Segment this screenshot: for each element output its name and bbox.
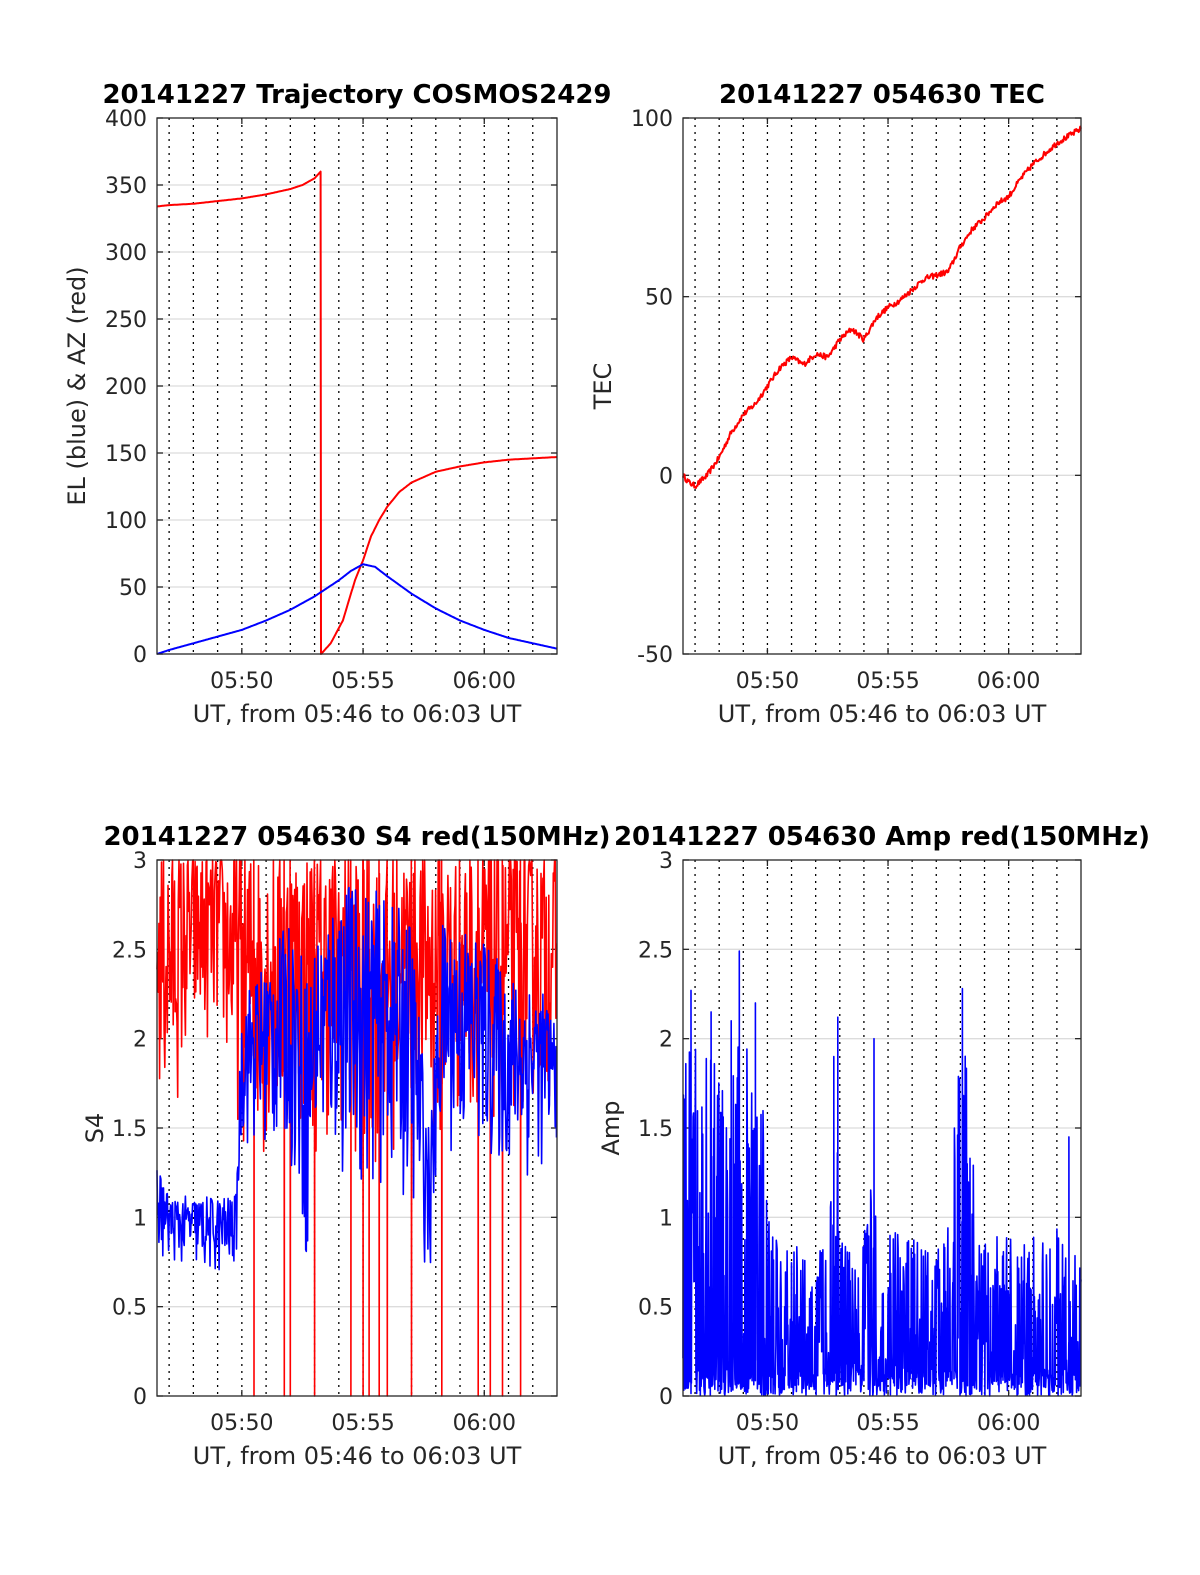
x-tick-label: 06:00 [977,669,1040,694]
amp-axes-frame [682,859,1082,1397]
s4-plot-area: 0 0.5 1 1.5 2 2.5 3 05:50 05:55 06:00 [112,849,558,1436]
y-tick-label: 1 [659,1206,673,1231]
y-tick-label: -50 [637,643,673,668]
s4-axes-frame [156,859,558,1397]
panel-s4: 20141227 054630 S4 red(150MHz) S4 UT, fr… [81,822,611,1470]
tec-plot-area: -50 0 50 100 05:50 05:55 06:00 [631,107,1082,694]
tec-ylabel: TEC [589,363,617,411]
y-tick-label: 3 [659,849,673,874]
amp-ylabel: Amp [597,1100,625,1155]
y-tick-label: 0 [659,1385,673,1410]
tec-axes-frame [682,117,1082,655]
y-tick-label: 300 [105,241,147,266]
y-tick-label: 200 [105,375,147,400]
amp-series-group [682,950,1082,1397]
panel-trajectory: 20141227 Trajectory COSMOS2429 EL (blue)… [63,80,612,728]
s4-title: 20141227 054630 S4 red(150MHz) [103,822,610,852]
amp-series-0 [682,950,1082,1397]
y-tick-label: 400 [105,107,147,132]
amp-title: 20141227 054630 Amp red(150MHz) [614,822,1150,852]
y-tick-label: 3 [133,849,147,874]
x-tick-label: 06:00 [977,1411,1040,1436]
tec-series-0 [682,125,1082,489]
x-tick-label: 05:55 [856,1411,919,1436]
y-tick-label: 1 [133,1206,147,1231]
y-tick-label: 1.5 [638,1117,673,1142]
y-tick-label: 0.5 [638,1296,673,1321]
trajectory-title: 20141227 Trajectory COSMOS2429 [102,80,611,110]
trajectory-plot-area: 0 50 100 150 200 250 300 350 400 05:50 05:55 06:00 [105,107,558,694]
y-tick-label: 1.5 [112,1117,147,1142]
y-tick-label: 350 [105,174,147,199]
trajectory-grid: 0 50 100 150 200 250 300 350 400 05:50 05:55 06:00 [105,107,557,694]
amp-plot-area: 0 0.5 1 1.5 2 2.5 3 05:50 05:55 06:00 [638,849,1082,1436]
tec-title: 20141227 054630 TEC [719,80,1045,110]
y-tick-label: 2 [659,1028,673,1053]
y-tick-label: 0 [659,464,673,489]
y-tick-label: 250 [105,308,147,333]
x-tick-label: 05:50 [736,1411,799,1436]
panel-tec: 20141227 054630 TEC TEC UT, from 05:46 t… [589,80,1082,728]
y-tick-label: 100 [105,509,147,534]
y-tick-label: 2 [133,1028,147,1053]
trajectory-series-0 [156,170,558,655]
x-tick-label: 05:55 [856,669,919,694]
tec-xlabel: UT, from 05:46 to 06:03 UT [718,700,1047,728]
s4-series-group [156,859,558,1397]
x-tick-label: 05:55 [331,1411,394,1436]
y-tick-label: 0 [133,643,147,668]
y-tick-label: 150 [105,442,147,467]
x-tick-label: 05:50 [736,669,799,694]
s4-series-1 [156,886,558,1271]
x-tick-label: 05:50 [210,669,273,694]
x-tick-label: 06:00 [453,1411,516,1436]
y-tick-label: 100 [631,107,673,132]
y-tick-label: 2.5 [638,938,673,963]
trajectory-ylabel: EL (blue) & AZ (red) [63,266,91,505]
y-tick-label: 50 [119,576,147,601]
y-tick-label: 50 [645,286,673,311]
trajectory-series-group [156,170,558,655]
s4-ylabel: S4 [81,1113,109,1144]
trajectory-axes-frame [156,117,558,655]
y-tick-label: 2.5 [112,938,147,963]
y-tick-label: 0.5 [112,1296,147,1321]
trajectory-series-1 [156,563,558,655]
x-tick-label: 05:55 [331,669,394,694]
x-tick-label: 05:50 [210,1411,273,1436]
tec-series-group [682,125,1082,489]
panel-amp: 20141227 054630 Amp red(150MHz) Amp UT, … [597,822,1150,1470]
trajectory-xlabel: UT, from 05:46 to 06:03 UT [193,700,522,728]
amp-xlabel: UT, from 05:46 to 06:03 UT [718,1442,1047,1470]
y-tick-label: 0 [133,1385,147,1410]
x-tick-label: 06:00 [453,669,516,694]
s4-xlabel: UT, from 05:46 to 06:03 UT [193,1442,522,1470]
